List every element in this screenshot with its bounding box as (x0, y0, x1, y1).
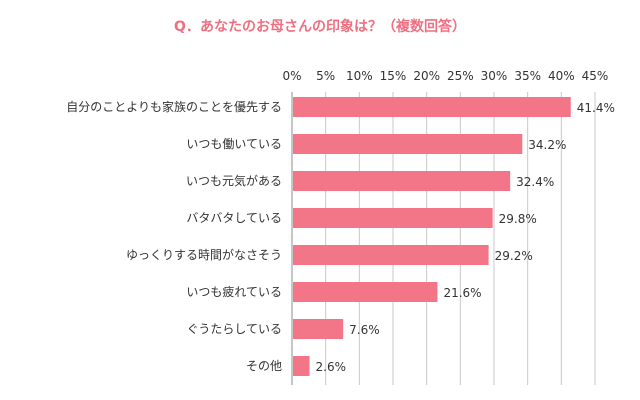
category-label: ゆっくりする時間がなさそう (126, 247, 282, 262)
bar (293, 208, 493, 228)
value-label: 7.6% (349, 323, 380, 337)
bar (293, 171, 511, 191)
category-label: ぐうたらしている (187, 322, 282, 336)
x-tick-label: 45% (582, 69, 609, 83)
value-label: 32.4% (516, 175, 554, 189)
category-labels: 自分のことよりも家族のことを優先するいつも働いているいつも元気があるバタバタして… (66, 99, 282, 373)
bar (293, 282, 438, 302)
x-tick-label: 20% (413, 69, 440, 83)
x-tick-label: 40% (548, 69, 575, 83)
x-tick-label: 15% (380, 69, 407, 83)
category-label: バタバタしている (186, 211, 282, 225)
category-label: いつも疲れている (186, 284, 282, 299)
x-tick-label: 35% (514, 69, 541, 83)
x-tick-label: 0% (282, 69, 301, 83)
value-label: 21.6% (443, 286, 481, 300)
value-label: 41.4% (577, 101, 615, 115)
x-tick-label: 25% (447, 69, 474, 83)
category-label: 自分のことよりも家族のことを優先する (66, 99, 282, 114)
grid-layer (291, 92, 596, 385)
value-label: 29.8% (499, 212, 537, 226)
bar (293, 356, 310, 376)
value-label: 2.6% (316, 360, 347, 374)
value-label: 29.2% (495, 249, 533, 263)
category-label: いつも元気がある (186, 173, 282, 188)
category-label: いつも働いている (186, 137, 282, 151)
bar (293, 319, 344, 339)
value-label: 34.2% (528, 138, 566, 152)
x-tick-label: 10% (346, 69, 373, 83)
x-tick-label: 30% (481, 69, 508, 83)
category-label: その他 (246, 359, 282, 373)
bar (293, 134, 523, 154)
value-labels: 41.4% 34.2% 32.4% 29.8% 29.2% 21.6% 7.6% 2.6% (316, 101, 615, 374)
bars (293, 97, 571, 376)
tick-labels: 0% 5% 10% 15% 20% 25% 30% 35% 40% 45% (282, 69, 608, 83)
bar (293, 245, 489, 265)
chart-title: Q．あなたのお母さんの印象は？（複数回答） (174, 19, 466, 35)
bar (293, 97, 571, 117)
x-tick-label: 5% (316, 69, 335, 83)
